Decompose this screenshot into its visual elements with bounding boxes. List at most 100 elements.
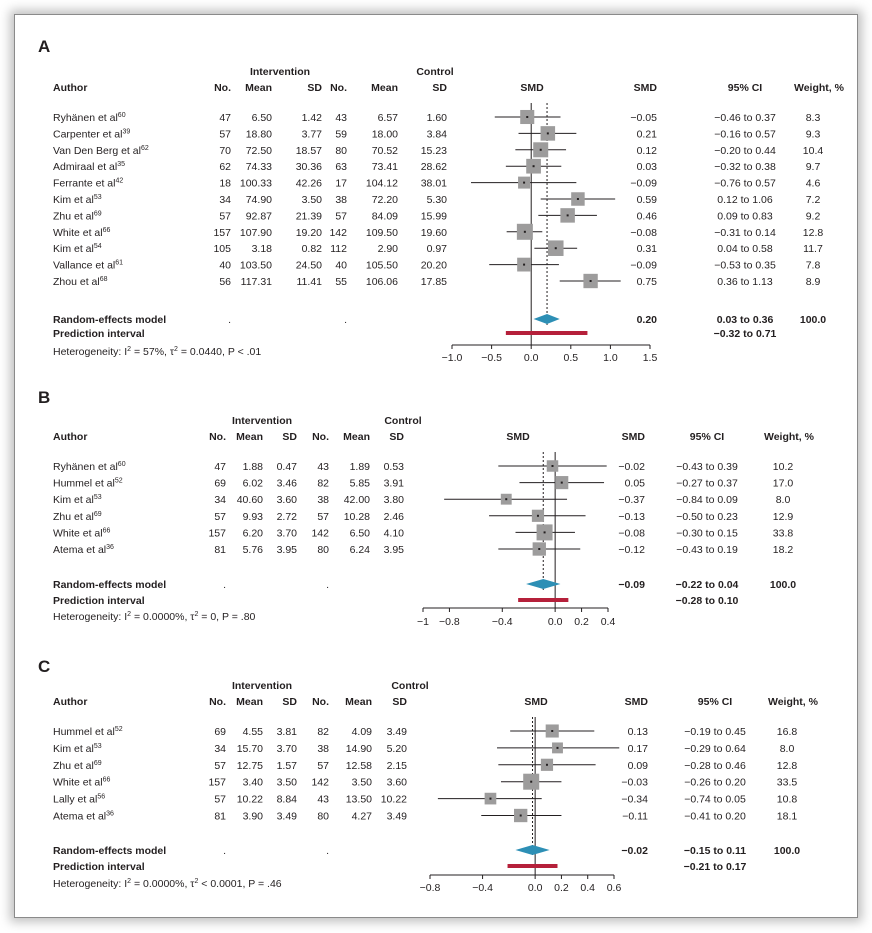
study-weight: 18.2 — [773, 544, 794, 556]
study-author: Kim et al53 — [53, 494, 102, 506]
control-n: 40 — [335, 260, 347, 272]
intervention-sd: 2.72 — [277, 511, 298, 523]
study-smd: −0.09 — [630, 260, 657, 272]
author-name: Carpenter et al — [53, 128, 122, 140]
study-author: Zhou et al68 — [53, 276, 108, 288]
intervention-sd: 24.50 — [296, 260, 322, 272]
pooled-smd: 0.20 — [637, 314, 658, 326]
superscript-two: 2 — [127, 611, 131, 618]
intervention-n: 57 — [219, 128, 231, 140]
pooled-label: Random-effects model — [53, 845, 166, 857]
study-weight: 12.9 — [773, 511, 794, 523]
author-ref: 42 — [115, 178, 123, 185]
intervention-mean: 12.75 — [237, 760, 263, 772]
study-row: Admiraal et al35 62 74.33 30.36 63 73.41 28.62… — [53, 158, 820, 174]
control-header: Control — [416, 66, 453, 78]
study-ci: −0.43 to 0.19 — [676, 544, 738, 556]
intervention-mean: 103.50 — [240, 260, 272, 272]
study-smd: 0.17 — [628, 743, 649, 755]
prediction-ci: −0.32 to 0.71 — [714, 328, 777, 340]
x-axis: −0.8 −0.4 0.0 0.2 0.4 0.6 — [420, 874, 622, 894]
intervention-mean: 74.33 — [246, 161, 272, 173]
pooled-intervention-total: . — [223, 845, 226, 857]
study-weight: 8.0 — [776, 494, 791, 506]
heterogeneity-part: = 0.0000%, τ — [131, 611, 195, 623]
prediction-label: Prediction interval — [53, 595, 145, 607]
study-smd: −0.03 — [621, 777, 648, 789]
smd-header: SMD — [622, 431, 646, 443]
intervention-header: Intervention — [232, 415, 292, 427]
study-smd: 0.46 — [637, 210, 658, 222]
control-mean: 42.00 — [344, 494, 370, 506]
author-name: White et al — [53, 227, 103, 239]
intervention-n: 57 — [214, 511, 226, 523]
study-smd: −0.12 — [618, 544, 645, 556]
study-ci: 0.04 to 0.58 — [717, 243, 773, 255]
study-author: Kim et al53 — [53, 194, 102, 206]
control-n: 80 — [317, 811, 329, 823]
intervention-sd: 0.82 — [302, 243, 323, 255]
x-tick-label: 0.6 — [607, 882, 622, 894]
study-smd: −0.37 — [618, 494, 645, 506]
control-n: 38 — [335, 194, 347, 206]
study-ci: −0.43 to 0.39 — [676, 461, 738, 473]
study-point — [538, 548, 541, 550]
author-name: Admiraal et al — [53, 161, 117, 173]
intervention-n: 56 — [219, 276, 231, 288]
study-weight: 12.8 — [777, 760, 798, 772]
intervention-sd: 42.26 — [296, 178, 322, 190]
control-mean-header: Mean — [345, 696, 372, 708]
study-point — [523, 263, 526, 266]
author-ref: 36 — [106, 544, 114, 551]
intervention-sd-header: SD — [307, 82, 322, 94]
pooled-diamond — [526, 579, 561, 589]
author-name: Van Den Berg et al — [53, 145, 141, 157]
x-axis: −1 −0.8 −0.4 0.0 0.2 0.4 — [417, 607, 615, 628]
x-tick-label: −1 — [417, 616, 429, 628]
control-mean: 104.12 — [366, 178, 398, 190]
intervention-mean: 9.93 — [243, 511, 264, 523]
pooled-row: Random-effects model.. −0.09 −0.22 to 0.04… — [53, 579, 796, 591]
author-ref: 61 — [115, 260, 123, 267]
author-ref: 52 — [115, 726, 123, 733]
study-point — [526, 116, 529, 118]
intervention-n: 157 — [208, 527, 226, 539]
prediction-ci: −0.21 to 0.17 — [684, 861, 747, 873]
x-tick-label: 0.0 — [524, 352, 539, 364]
intervention-n: 70 — [219, 145, 231, 157]
control-mean: 14.90 — [346, 743, 372, 755]
author-name: Zhou et al — [53, 276, 100, 288]
pooled-control-total: . — [326, 579, 329, 591]
study-ci: −0.84 to 0.09 — [676, 494, 738, 506]
study-row: White et al66 157 3.40 3.50 142 3.50 3.60 −0.03… — [53, 773, 797, 790]
study-smd: 0.75 — [637, 276, 658, 288]
panel-c: C Intervention Control Author No. Mean SD No. Me… — [38, 657, 819, 894]
control-n: 82 — [317, 478, 329, 490]
control-mean: 3.50 — [352, 777, 373, 789]
heterogeneity-part: < 0.0001, P = .46 — [198, 878, 281, 890]
control-mean: 18.00 — [372, 128, 398, 140]
control-sd: 3.95 — [384, 544, 405, 556]
author-ref: 60 — [118, 112, 126, 119]
study-weight: 9.3 — [806, 128, 821, 140]
control-n: 57 — [335, 210, 347, 222]
study-point — [576, 198, 579, 200]
control-n: 38 — [317, 494, 329, 506]
panel-b: B Intervention Control Author No. Mean SD No. Me… — [38, 388, 815, 628]
study-weight: 11.7 — [803, 243, 823, 255]
control-mean: 6.57 — [378, 112, 399, 124]
intervention-mean: 5.76 — [243, 544, 264, 556]
intervention-n: 69 — [214, 478, 226, 490]
study-row: Ryhänen et al60 47 1.88 0.47 43 1.89 0.53 −0.02… — [53, 460, 793, 473]
control-n: 82 — [317, 726, 329, 738]
study-author: Atema et al36 — [53, 544, 114, 556]
pooled-intervention-total: . — [223, 579, 226, 591]
intervention-mean: 6.02 — [243, 478, 264, 490]
plot-smd-header: SMD — [524, 696, 548, 708]
pooled-row: Random-effects model.. −0.02 −0.15 to 0.11… — [53, 845, 800, 857]
intervention-sd: 0.47 — [277, 461, 298, 473]
study-row: Kim et al53 34 40.60 3.60 38 42.00 3.80 −0.37 −0… — [53, 493, 791, 506]
study-ci: −0.53 to 0.35 — [714, 260, 776, 272]
intervention-mean: 100.33 — [240, 178, 272, 190]
x-tick-label: 1.0 — [603, 352, 618, 364]
